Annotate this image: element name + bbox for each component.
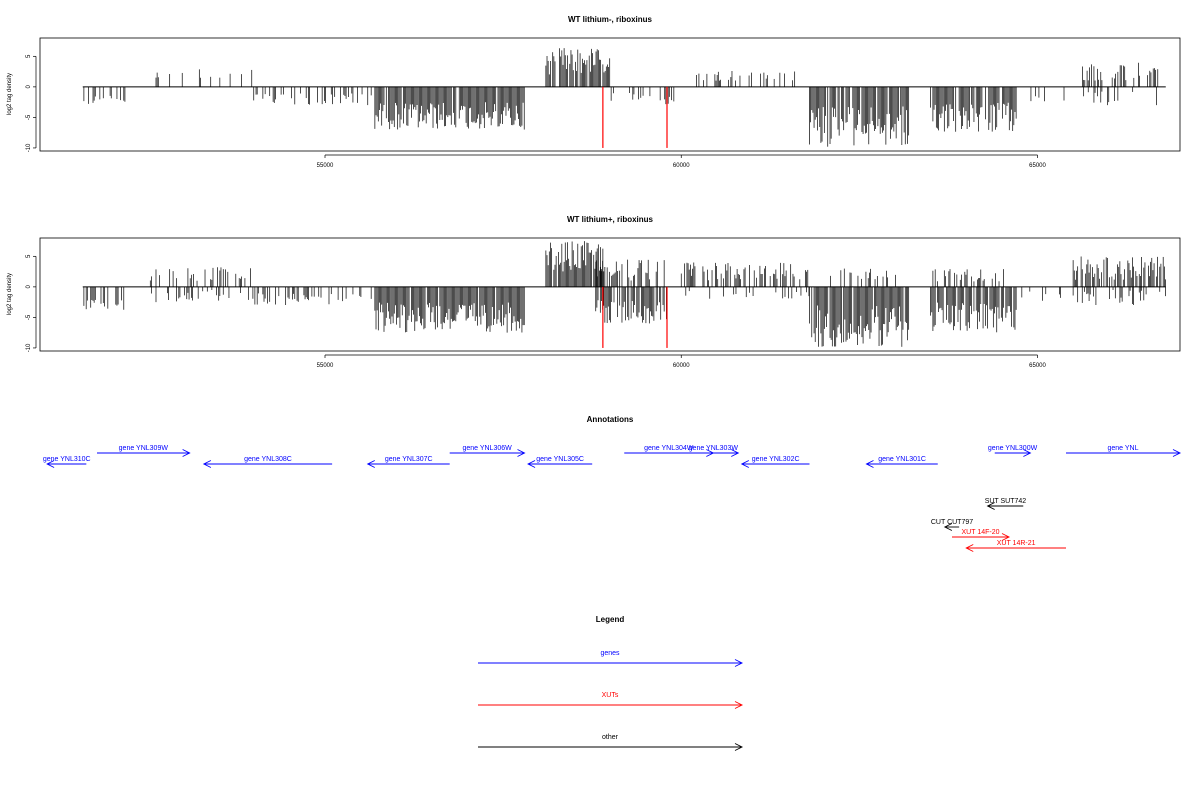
y-tick-label: 5 bbox=[26, 54, 32, 58]
annotations-title: Annotations bbox=[587, 415, 634, 424]
feature-label: gene YNL302C bbox=[752, 456, 800, 463]
feature-arrow: XUT 14F-20 bbox=[952, 529, 1011, 541]
plot-frame bbox=[39, 237, 1181, 352]
legend-item: genes bbox=[478, 650, 744, 667]
feature-label: gene YNL305C bbox=[536, 456, 584, 463]
feature-arrow: gene YNL300W bbox=[988, 445, 1038, 457]
axes: -10 -5 0 5 55000 60000 65000 bbox=[26, 254, 1047, 369]
feature-label: gene YNL309W bbox=[119, 445, 169, 452]
density-bars bbox=[82, 48, 1166, 147]
legend-item: other bbox=[478, 734, 744, 751]
feature-label: gene YNL308C bbox=[244, 456, 292, 463]
feature-label: gene YNL301C bbox=[878, 456, 926, 463]
feature-label: gene YNL304W bbox=[644, 445, 694, 452]
feature-arrow: gene YNL303W bbox=[688, 445, 740, 457]
feature-label: XUT 14F-20 bbox=[962, 529, 1000, 536]
track-title: WT lithium+, riboxinus bbox=[567, 215, 654, 224]
feature-label: gene YNL310C bbox=[43, 456, 91, 463]
feature-arrow: CUT CUT797 bbox=[931, 519, 973, 531]
feature-arrow: gene YNL308C bbox=[202, 456, 333, 468]
y-tick-label: 5 bbox=[26, 254, 32, 258]
feature-arrows: gene YNL310C gene YNL309W gene YNL308C gene… bbox=[43, 445, 1182, 552]
legend-title: Legend bbox=[596, 615, 625, 624]
x-tick-label: 55000 bbox=[317, 363, 334, 369]
track-title: WT lithium-, riboxinus bbox=[568, 15, 653, 24]
legend-label: XUTs bbox=[602, 692, 619, 699]
feature-arrow: gene YNL310C bbox=[43, 456, 91, 468]
x-tick-label: 55000 bbox=[317, 163, 334, 169]
feature-label: CUT CUT797 bbox=[931, 519, 973, 526]
feature-arrow: gene YNL bbox=[1066, 445, 1182, 457]
y-tick-label: -5 bbox=[26, 314, 32, 320]
y-tick-label: 0 bbox=[26, 85, 32, 89]
y-tick-label: -10 bbox=[26, 143, 32, 152]
track-panel-lithium-plus: WT lithium+, riboxinus log2 tag density … bbox=[7, 215, 1181, 369]
feature-arrow: gene YNL307C bbox=[366, 456, 450, 468]
x-tick-label: 65000 bbox=[1029, 363, 1046, 369]
legend-label: genes bbox=[600, 650, 620, 657]
y-axis-label: log2 tag density bbox=[7, 73, 13, 115]
feature-arrow: gene YNL305C bbox=[527, 456, 593, 468]
feature-label: gene YNL300W bbox=[988, 445, 1038, 452]
x-tick-label: 60000 bbox=[673, 163, 690, 169]
feature-label: gene YNL303W bbox=[689, 445, 739, 452]
feature-label: gene YNL306W bbox=[462, 445, 512, 452]
axes: -10 -5 0 5 55000 60000 65000 bbox=[26, 54, 1047, 169]
feature-arrow: XUT 14R-21 bbox=[965, 540, 1066, 552]
plot-frame bbox=[39, 37, 1181, 152]
legend: Legend genes XUTs other bbox=[478, 615, 744, 751]
y-tick-label: -5 bbox=[26, 114, 32, 120]
y-tick-label: 0 bbox=[26, 285, 32, 289]
peak-marks bbox=[602, 286, 668, 348]
legend-label: other bbox=[602, 734, 619, 741]
feature-label: XUT 14R-21 bbox=[997, 540, 1036, 547]
legend-items: genes XUTs other bbox=[478, 650, 744, 751]
density-bars bbox=[82, 241, 1166, 347]
x-tick-label: 65000 bbox=[1029, 163, 1046, 169]
feature-arrow: gene YNL306W bbox=[449, 445, 526, 457]
peak-marks bbox=[602, 86, 668, 148]
feature-label: SUT SUT742 bbox=[985, 498, 1027, 505]
feature-label: gene YNL307C bbox=[385, 456, 433, 463]
legend-item: XUTs bbox=[478, 692, 744, 709]
feature-arrow: gene YNL309W bbox=[97, 445, 191, 457]
feature-label: gene YNL bbox=[1107, 445, 1138, 452]
feature-arrow: SUT SUT742 bbox=[985, 498, 1027, 510]
track-panel-lithium-minus: WT lithium-, riboxinus log2 tag density … bbox=[7, 15, 1181, 169]
y-tick-label: -10 bbox=[26, 343, 32, 352]
feature-arrow: gene YNL301C bbox=[865, 456, 938, 468]
feature-arrow: gene YNL302C bbox=[740, 456, 810, 468]
x-tick-label: 60000 bbox=[673, 363, 690, 369]
y-axis-label: log2 tag density bbox=[7, 273, 13, 315]
